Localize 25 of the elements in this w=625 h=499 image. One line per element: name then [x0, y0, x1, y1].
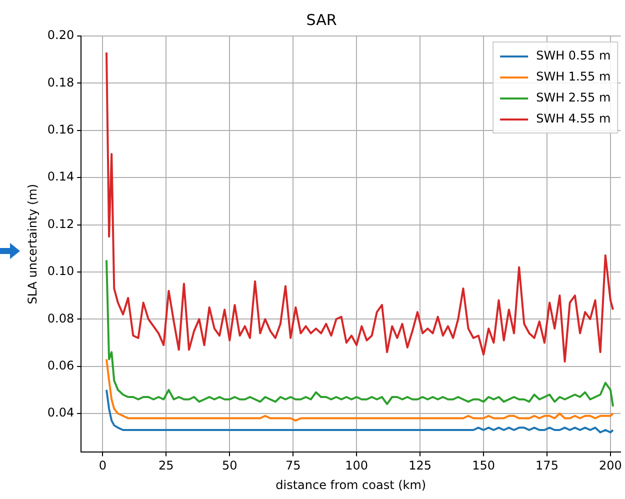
x-tick-label: 150	[472, 458, 495, 473]
y-tick-label: 0.18	[47, 75, 74, 90]
y-tick-label: 0.08	[47, 311, 74, 326]
y-tick-label: 0.14	[47, 170, 74, 184]
legend-label: SWH 4.55 m	[536, 112, 611, 126]
y-tick-label: 0.12	[47, 216, 74, 231]
legend-label: SWH 1.55 m	[536, 70, 611, 84]
y-tick-label: 0.16	[47, 122, 74, 136]
x-tick-label: 75	[285, 458, 301, 473]
x-tick-label: 125	[408, 458, 432, 473]
legend-label: SWH 2.55 m	[536, 90, 611, 105]
x-tick-label: 0	[98, 458, 107, 473]
x-axis-title: distance from coast (km)	[276, 478, 426, 492]
y-tick-label: 0.04	[47, 406, 74, 420]
x-tick-label: 100	[345, 458, 368, 473]
y-tick-label: 0.20	[47, 28, 74, 42]
chart-title: SAR	[306, 10, 337, 29]
x-tick-label: 200	[599, 458, 622, 473]
y-axis-title: SLA uncertainty (m)	[25, 184, 40, 304]
x-tick-label: 25	[158, 458, 174, 473]
x-tick-label: 175	[536, 458, 558, 473]
legend-label: SWH 0.55 m	[536, 48, 611, 63]
y-tick-label: 0.06	[47, 358, 74, 372]
y-tick-label: 0.10	[47, 264, 74, 278]
x-tick-label: 50	[222, 458, 238, 473]
